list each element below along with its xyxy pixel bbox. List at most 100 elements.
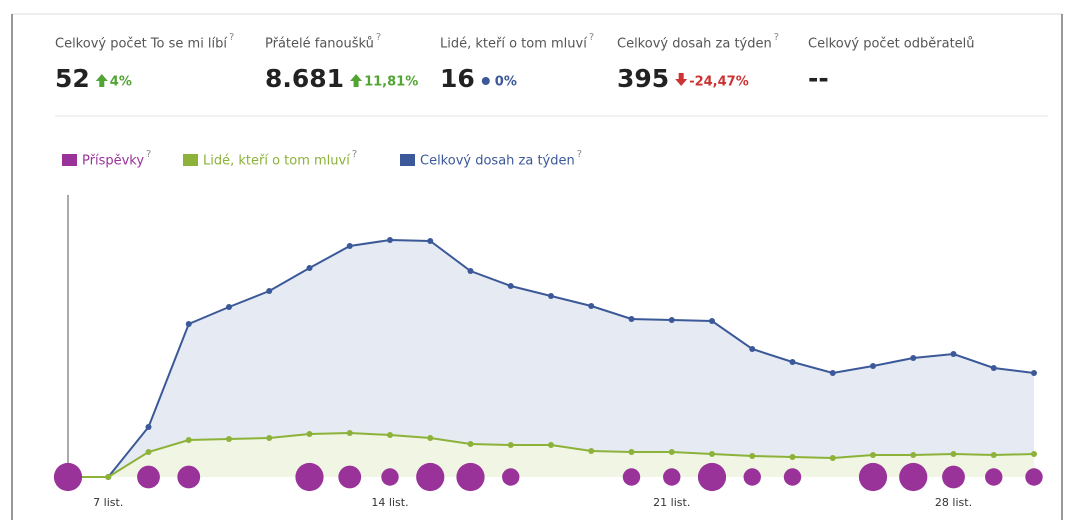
point — [990, 452, 997, 458]
point — [427, 435, 434, 441]
stat-label: Přátelé fanoušků — [265, 37, 374, 52]
point — [789, 359, 796, 365]
point — [668, 317, 675, 323]
point — [306, 431, 313, 437]
point — [226, 304, 232, 310]
legend-label: Příspěvky — [82, 154, 144, 169]
point — [387, 237, 393, 243]
point — [427, 238, 434, 244]
x-tick-label: 21 list. — [653, 496, 690, 509]
point — [1031, 370, 1037, 376]
point — [266, 435, 273, 441]
x-tick-label: 7 list. — [93, 496, 123, 509]
point — [185, 437, 192, 443]
point — [950, 351, 957, 357]
stat-value: 16 — [440, 64, 475, 93]
bubble — [381, 468, 399, 486]
point — [588, 448, 595, 454]
legend-swatch — [183, 154, 198, 166]
bubble — [985, 468, 1003, 486]
bubble — [783, 468, 802, 486]
bubble — [338, 465, 362, 489]
bubble — [743, 468, 761, 486]
point — [346, 430, 353, 436]
help-mark: ? — [577, 149, 582, 160]
help-mark: ? — [774, 32, 779, 43]
point — [306, 265, 313, 271]
point — [346, 243, 353, 249]
help-mark: ? — [589, 32, 594, 43]
point — [145, 449, 152, 455]
stat-label: Celkový dosah za týden — [617, 37, 772, 52]
trend-dot — [481, 77, 490, 85]
legend-swatch — [400, 154, 415, 166]
point — [668, 449, 675, 455]
point — [588, 303, 595, 309]
stat-change: 11,81% — [364, 75, 418, 90]
point — [709, 318, 715, 324]
bubble — [53, 462, 83, 492]
area — [68, 240, 1034, 477]
bubble — [858, 462, 888, 492]
bubble — [456, 462, 485, 492]
stat-change: -24,47% — [689, 75, 749, 90]
bubble — [899, 462, 928, 492]
bubble — [697, 462, 727, 492]
legend-swatch — [62, 154, 77, 166]
stat-label: Celkový počet odběratelů — [808, 37, 975, 52]
bubble — [663, 468, 681, 486]
point — [829, 455, 836, 461]
stat-label: Celkový počet To se mi líbí — [55, 37, 227, 52]
legend-label: Celkový dosah za týden — [420, 154, 575, 169]
point — [870, 452, 876, 458]
point — [548, 293, 554, 299]
bubble — [502, 468, 520, 486]
bubble — [622, 468, 641, 486]
stat-value: 8.681 — [265, 64, 344, 93]
bubble — [416, 462, 445, 492]
x-tick-label: 14 list. — [371, 496, 408, 509]
trend-arrow — [350, 74, 363, 87]
point — [870, 363, 876, 369]
trend-arrow — [95, 74, 108, 87]
point — [185, 321, 192, 327]
point — [990, 365, 997, 371]
point — [749, 346, 756, 352]
point — [709, 451, 715, 457]
legend-label: Lidé, kteří o tom mluví — [203, 154, 350, 169]
point — [507, 442, 514, 448]
point — [950, 451, 957, 457]
bubble — [942, 465, 965, 489]
stat-label: Lidé, kteří o tom mluví — [440, 37, 587, 52]
point — [105, 474, 112, 480]
bubble — [295, 462, 324, 492]
help-mark: ? — [146, 149, 151, 160]
help-mark: ? — [352, 149, 357, 160]
point — [628, 449, 635, 455]
point — [1031, 451, 1037, 457]
point — [507, 283, 514, 289]
point — [910, 452, 917, 458]
point — [145, 424, 152, 430]
stat-value: 52 — [55, 64, 90, 93]
point — [910, 355, 917, 361]
stat-value: 395 — [617, 64, 669, 93]
stat-change: 4% — [110, 75, 132, 90]
point — [226, 436, 232, 442]
trend-arrow — [675, 73, 688, 86]
point — [628, 316, 635, 322]
help-mark: ? — [376, 32, 381, 43]
point — [789, 454, 796, 460]
help-mark: ? — [229, 32, 234, 43]
point — [467, 268, 474, 274]
point — [548, 442, 554, 448]
point — [467, 441, 474, 447]
stat-change: 0% — [495, 75, 517, 90]
point — [387, 432, 393, 438]
bubble — [177, 465, 201, 489]
point — [266, 288, 273, 294]
x-tick-label: 28 list. — [935, 496, 972, 509]
bubble — [1025, 468, 1043, 486]
bubble — [137, 465, 160, 489]
